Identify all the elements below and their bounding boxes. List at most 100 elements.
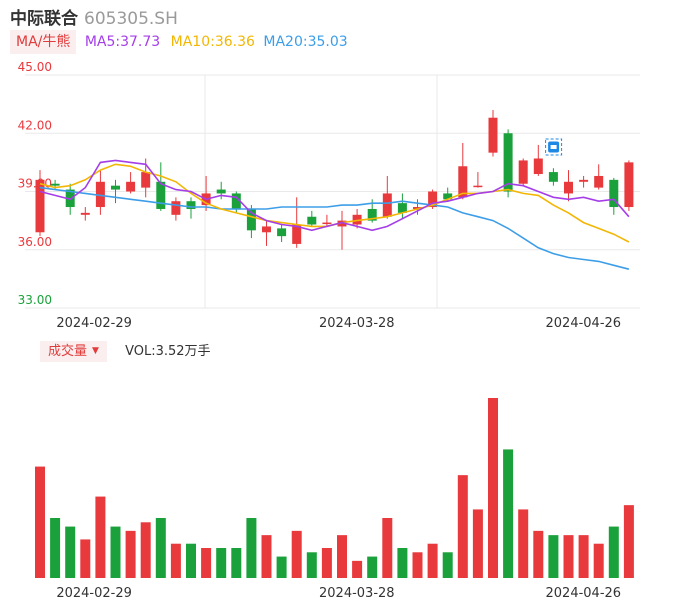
candle <box>579 175 589 188</box>
candle-body <box>156 181 166 209</box>
candle <box>322 214 332 227</box>
candle-body <box>126 181 136 192</box>
candle-body <box>277 228 287 237</box>
candle <box>171 197 181 221</box>
volume-bar <box>276 556 287 578</box>
ma-legend: MA/牛熊 MA5:37.73 MA10:36.36 MA20:35.03 <box>10 30 348 54</box>
candle <box>201 175 211 211</box>
candle-body <box>322 222 332 225</box>
candle <box>382 175 392 219</box>
candle <box>413 199 422 215</box>
candle-body <box>262 226 271 233</box>
y-tick-label: 45.00 <box>18 60 52 74</box>
dropdown-arrow-icon: ▼ <box>92 346 99 356</box>
candle-body <box>473 185 483 188</box>
volume-bar <box>50 518 61 578</box>
volume-bar <box>80 539 91 578</box>
volume-bar <box>367 556 378 578</box>
candle-body <box>307 216 317 225</box>
price-grid <box>25 74 640 309</box>
volume-bar <box>231 548 242 578</box>
candle <box>564 170 573 202</box>
candle <box>307 210 317 227</box>
candle-body <box>413 207 422 209</box>
candle <box>624 160 634 211</box>
candle <box>352 208 362 229</box>
volume-bar <box>382 518 393 578</box>
candle-body <box>95 181 105 208</box>
volume-bar <box>488 398 498 578</box>
volume-bar <box>352 560 363 578</box>
ma-indicator-selector[interactable]: MA/牛熊 <box>10 30 77 54</box>
stock-code: 605305.SH <box>84 9 178 29</box>
volume-bar <box>518 509 529 578</box>
candle <box>518 158 528 186</box>
volume-bar <box>397 548 408 578</box>
candle <box>503 129 513 198</box>
candle <box>95 170 105 215</box>
volume-bar <box>533 530 544 578</box>
ma5-value: MA5:37.73 <box>84 34 161 50</box>
candle-body <box>231 193 241 209</box>
ma5-line <box>39 159 630 232</box>
volume-bar <box>563 535 574 578</box>
candle <box>262 220 271 246</box>
candle <box>186 197 196 219</box>
candle <box>548 168 558 186</box>
candles <box>35 109 634 250</box>
volume-bar <box>321 548 332 578</box>
candle <box>473 172 483 188</box>
candle-body <box>80 212 90 215</box>
candle-body <box>382 193 392 217</box>
candle <box>80 207 90 221</box>
volume-bar <box>548 535 559 578</box>
volume-bar <box>608 526 619 578</box>
candle-body <box>246 208 256 231</box>
volume-indicator-label: 成交量 <box>48 344 88 359</box>
candle-body <box>35 179 45 233</box>
candle-body <box>564 181 573 194</box>
candle-body <box>609 179 619 208</box>
y-tick-label: 42.00 <box>18 118 52 132</box>
candle-body <box>50 183 60 186</box>
price-date-labels: 2024-02-29 2024-03-28 2024-04-26 <box>56 316 621 331</box>
volume-bar <box>457 475 468 578</box>
y-tick-label: 36.00 <box>18 235 52 249</box>
candle-body <box>533 158 543 175</box>
candle-body <box>171 201 181 215</box>
x-tick-label: 2024-03-28 <box>319 316 395 331</box>
volume-indicator-selector[interactable]: 成交量 ▼ <box>40 341 107 362</box>
volume-bar <box>201 548 212 578</box>
volume-bar <box>427 543 438 578</box>
candle-body <box>548 172 558 182</box>
volume-bar <box>35 466 45 578</box>
volume-bar <box>306 552 317 578</box>
candle-body <box>488 117 498 153</box>
candle <box>277 224 287 242</box>
candle <box>533 144 543 176</box>
candle <box>292 197 302 248</box>
ma-lines <box>39 159 630 270</box>
candle-body <box>579 179 589 182</box>
volume-bar <box>412 552 423 578</box>
volume-bar <box>140 522 151 578</box>
volume-bar <box>578 535 589 578</box>
candle-body <box>397 203 407 213</box>
volume-bar <box>291 530 302 578</box>
candle-body <box>458 166 468 198</box>
volume-bar <box>186 543 196 578</box>
candle-body <box>292 224 302 244</box>
volume-bars <box>35 398 634 578</box>
x-tick-label: 2024-04-26 <box>546 316 622 331</box>
candle-body <box>141 172 151 188</box>
candle <box>609 177 619 215</box>
x-tick-label: 2024-02-29 <box>56 316 132 331</box>
event-marker <box>545 138 563 156</box>
candle-body <box>443 193 453 200</box>
volume-bar <box>246 518 257 578</box>
candle-body <box>367 208 377 221</box>
stock-header: 中际联合 605305.SH <box>10 4 178 29</box>
volume-bar <box>337 535 347 578</box>
candle-body <box>624 162 634 208</box>
